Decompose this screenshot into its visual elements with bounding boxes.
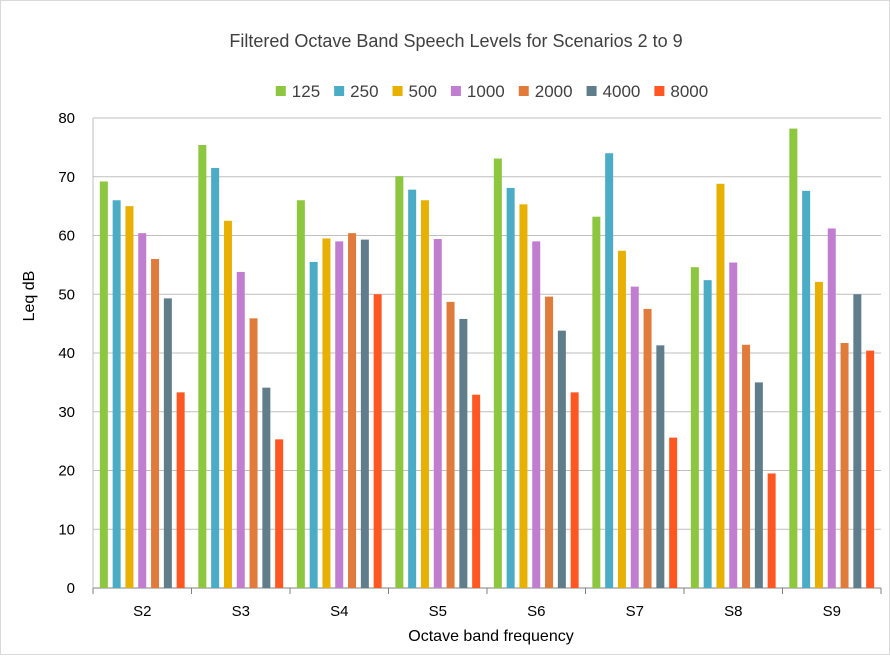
legend-swatch-1000 bbox=[450, 86, 461, 96]
legend-label-4000: 4000 bbox=[603, 82, 641, 101]
bar-s5-250 bbox=[408, 189, 417, 589]
legend-swatch-8000 bbox=[654, 86, 665, 96]
y-axis-ticks: 0 10 20 30 40 50 60 70 80 bbox=[58, 110, 75, 597]
bar-s6-1000 bbox=[532, 241, 541, 588]
x-axis-title: Octave band frequency bbox=[408, 628, 573, 645]
bar-s7-1000 bbox=[630, 286, 639, 588]
y-tick-label: 50 bbox=[58, 286, 75, 303]
bar-s7-125 bbox=[592, 216, 601, 588]
bar-s3-125 bbox=[198, 145, 207, 588]
y-tick-label: 30 bbox=[58, 404, 75, 421]
bar-s4-500 bbox=[322, 238, 331, 588]
bar-s9-500 bbox=[814, 281, 823, 588]
bar-s5-125 bbox=[395, 176, 404, 588]
legend-swatch-2000 bbox=[518, 86, 529, 96]
bar-s3-500 bbox=[223, 220, 232, 588]
bar-s5-500 bbox=[420, 200, 429, 588]
y-tick-label: 80 bbox=[58, 110, 75, 127]
bar-s8-125 bbox=[690, 267, 699, 588]
legend-label-500: 500 bbox=[409, 82, 437, 101]
bar-s6-2000 bbox=[545, 296, 554, 588]
y-axis-title: Leq dB bbox=[21, 271, 38, 322]
bar-s3-250 bbox=[211, 167, 220, 588]
bar-s9-4000 bbox=[853, 294, 862, 588]
x-tick-label: S2 bbox=[133, 603, 151, 620]
bar-s3-2000 bbox=[249, 318, 258, 588]
bar-s2-4000 bbox=[163, 298, 172, 588]
bar-s3-1000 bbox=[236, 271, 245, 588]
bar-s3-4000 bbox=[262, 387, 271, 588]
chart-title: Filtered Octave Band Speech Levels for S… bbox=[229, 31, 682, 51]
bar-s9-250 bbox=[802, 190, 811, 588]
bar-s2-250 bbox=[112, 200, 121, 588]
bar-s6-8000 bbox=[570, 392, 579, 588]
y-tick-label: 20 bbox=[58, 463, 75, 480]
bar-s7-250 bbox=[605, 153, 614, 588]
bar-s8-2000 bbox=[742, 344, 751, 588]
legend-label-125: 125 bbox=[292, 82, 320, 101]
bar-s5-8000 bbox=[472, 394, 481, 588]
bar-s9-2000 bbox=[840, 343, 849, 588]
bar-s2-2000 bbox=[151, 259, 160, 588]
bar-s6-500 bbox=[519, 204, 528, 589]
x-tick-label: S4 bbox=[330, 603, 348, 620]
bar-s4-125 bbox=[296, 200, 305, 588]
x-tick-label: S6 bbox=[527, 603, 545, 620]
bar-s8-1000 bbox=[729, 262, 738, 588]
legend: 125 250 500 1000 2000 4000 8000 bbox=[275, 82, 708, 101]
bar-s6-4000 bbox=[557, 330, 566, 588]
bar-s2-500 bbox=[125, 206, 134, 588]
y-tick-label: 60 bbox=[58, 228, 75, 245]
bar-s3-8000 bbox=[275, 439, 284, 588]
bar-s5-1000 bbox=[433, 239, 442, 588]
bar-s7-4000 bbox=[656, 345, 665, 588]
bar-s4-8000 bbox=[373, 294, 382, 588]
legend-swatch-250 bbox=[334, 86, 345, 96]
bar-s5-2000 bbox=[446, 301, 455, 588]
bar-s9-8000 bbox=[866, 350, 875, 588]
y-tick-label: 70 bbox=[58, 169, 75, 186]
legend-label-250: 250 bbox=[350, 82, 378, 101]
bar-s7-2000 bbox=[643, 308, 652, 588]
bar-s4-4000 bbox=[360, 239, 369, 589]
x-axis-ticks: S2 S3 S4 S5 S6 S7 S8 S9 bbox=[92, 588, 882, 620]
bar-s6-125 bbox=[493, 158, 502, 588]
bar-s6-250 bbox=[506, 187, 515, 588]
bar-s4-1000 bbox=[335, 241, 344, 588]
legend-swatch-125 bbox=[275, 86, 286, 96]
x-tick-label: S9 bbox=[823, 603, 841, 620]
legend-label-2000: 2000 bbox=[535, 82, 573, 101]
bar-s4-2000 bbox=[348, 233, 357, 588]
x-tick-label: S8 bbox=[724, 603, 742, 620]
y-tick-label: 10 bbox=[58, 521, 75, 538]
bar-s2-8000 bbox=[176, 392, 185, 588]
bar-s7-8000 bbox=[669, 437, 678, 588]
legend-swatch-500 bbox=[392, 86, 403, 96]
x-tick-label: S3 bbox=[232, 603, 250, 620]
bar-s2-125 bbox=[99, 181, 108, 588]
bar-s8-500 bbox=[716, 183, 725, 589]
bar-s9-1000 bbox=[827, 228, 836, 588]
legend-label-1000: 1000 bbox=[467, 82, 505, 101]
bar-s8-8000 bbox=[767, 473, 776, 588]
x-tick-label: S7 bbox=[626, 603, 644, 620]
bars bbox=[99, 128, 875, 589]
legend-swatch-4000 bbox=[586, 86, 597, 96]
x-tick-label: S5 bbox=[429, 603, 447, 620]
legend-label-8000: 8000 bbox=[670, 82, 708, 101]
bar-s4-250 bbox=[309, 261, 318, 588]
bar-s9-125 bbox=[789, 128, 798, 588]
bar-s8-4000 bbox=[754, 382, 763, 588]
bar-s7-500 bbox=[617, 250, 626, 588]
bar-s5-4000 bbox=[459, 318, 468, 588]
bar-s8-250 bbox=[703, 280, 712, 588]
bar-s2-1000 bbox=[138, 233, 147, 588]
y-tick-label: 40 bbox=[58, 345, 75, 362]
y-tick-label: 0 bbox=[67, 580, 75, 597]
